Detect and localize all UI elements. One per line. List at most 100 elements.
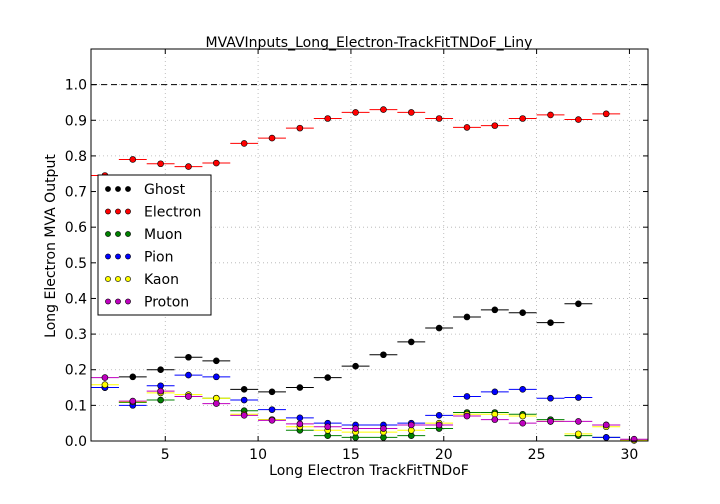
y-tick-label: 0.2	[65, 363, 87, 379]
data-point	[268, 388, 276, 396]
y-tick-label: 0.5	[65, 256, 87, 272]
data-point	[157, 396, 164, 404]
data-point	[380, 106, 387, 113]
data-point	[519, 412, 526, 420]
legend-marker	[115, 231, 121, 237]
data-point	[296, 414, 304, 422]
data-point	[185, 393, 192, 400]
legend-item-muon: Muon	[105, 227, 182, 243]
data-point	[602, 110, 610, 118]
legend-marker	[125, 298, 131, 305]
y-tick-label: 0.1	[65, 398, 87, 414]
x-tick-label: 10	[249, 447, 267, 463]
data-point	[519, 309, 526, 317]
data-point	[602, 434, 610, 441]
data-point	[491, 122, 499, 129]
data-point	[463, 393, 471, 400]
y-tick-label: 0.3	[65, 327, 87, 343]
data-point	[463, 412, 471, 420]
legend: Ghost Electron Muon Pion Kaon Proton	[97, 174, 212, 316]
legend-box	[97, 174, 212, 316]
data-point	[240, 412, 248, 419]
data-point	[213, 400, 220, 407]
data-point	[547, 111, 554, 119]
data-point	[352, 425, 359, 432]
data-point	[435, 324, 443, 332]
data-point	[519, 419, 526, 427]
data-point	[324, 115, 332, 122]
data-point	[352, 362, 359, 370]
x-tick-label: 15	[342, 447, 360, 463]
data-point	[491, 416, 499, 423]
data-point	[157, 387, 164, 395]
legend-marker	[115, 298, 121, 305]
data-point	[352, 109, 359, 116]
data-point	[240, 140, 248, 147]
legend-label: Pion	[144, 250, 173, 266]
data-point	[575, 300, 582, 308]
x-tick-label: 5	[161, 447, 170, 463]
data-point	[491, 388, 499, 396]
series-proton	[91, 374, 648, 443]
legend-label: Kaon	[144, 272, 179, 288]
data-point	[157, 160, 164, 168]
data-point	[435, 421, 443, 429]
legend-marker	[105, 253, 111, 260]
data-point	[268, 406, 276, 413]
series-electron	[91, 106, 621, 179]
data-point	[157, 366, 164, 374]
x-axis-label: Long Electron TrackFitTNDoF	[269, 463, 469, 479]
data-point	[602, 421, 610, 429]
y-tick-label: 0.9	[65, 113, 87, 129]
legend-marker	[105, 231, 111, 237]
data-point	[519, 386, 526, 393]
legend-marker	[125, 186, 131, 192]
data-point	[129, 397, 137, 405]
y-tick-label: 0.7	[65, 185, 87, 201]
series-pion	[91, 371, 648, 444]
data-point	[213, 357, 220, 365]
x-tick-label: 20	[435, 447, 453, 463]
data-point	[575, 394, 582, 401]
data-point	[435, 412, 443, 419]
data-point	[129, 156, 137, 163]
legend-marker	[115, 276, 121, 282]
data-point	[213, 159, 220, 167]
legend-item-pion: Pion	[105, 250, 173, 266]
x-tick-label: 30	[621, 447, 639, 463]
data-point	[435, 115, 443, 122]
data-point	[324, 374, 332, 381]
data-point	[380, 425, 387, 432]
data-point	[240, 386, 248, 393]
data-point	[547, 319, 554, 326]
data-point	[185, 353, 192, 361]
data-point	[575, 418, 582, 425]
data-point	[213, 373, 220, 381]
data-point	[491, 306, 499, 314]
legend-marker	[115, 186, 121, 192]
data-point	[547, 394, 554, 402]
data-point	[575, 116, 582, 123]
legend-marker	[105, 276, 111, 282]
y-tick-label: 0.4	[65, 291, 87, 307]
legend-marker	[105, 208, 111, 215]
data-point	[463, 124, 471, 131]
y-tick-label: 0.6	[65, 220, 87, 236]
data-point	[101, 374, 109, 381]
data-point	[380, 351, 387, 359]
data-point	[575, 430, 582, 438]
series-ghost	[91, 300, 621, 429]
legend-marker	[125, 231, 131, 237]
legend-item-ghost: Ghost	[105, 182, 186, 198]
y-axis-label: Long Electron MVA Output	[43, 154, 59, 338]
data-point	[296, 420, 304, 428]
data-point	[296, 124, 304, 132]
legend-marker	[105, 298, 111, 305]
data-point	[547, 418, 554, 425]
data-point	[129, 373, 137, 381]
legend-item-proton: Proton	[105, 295, 189, 311]
legend-label: Muon	[144, 227, 182, 243]
legend-marker	[125, 208, 131, 215]
y-tick-label: 0.8	[65, 149, 87, 165]
